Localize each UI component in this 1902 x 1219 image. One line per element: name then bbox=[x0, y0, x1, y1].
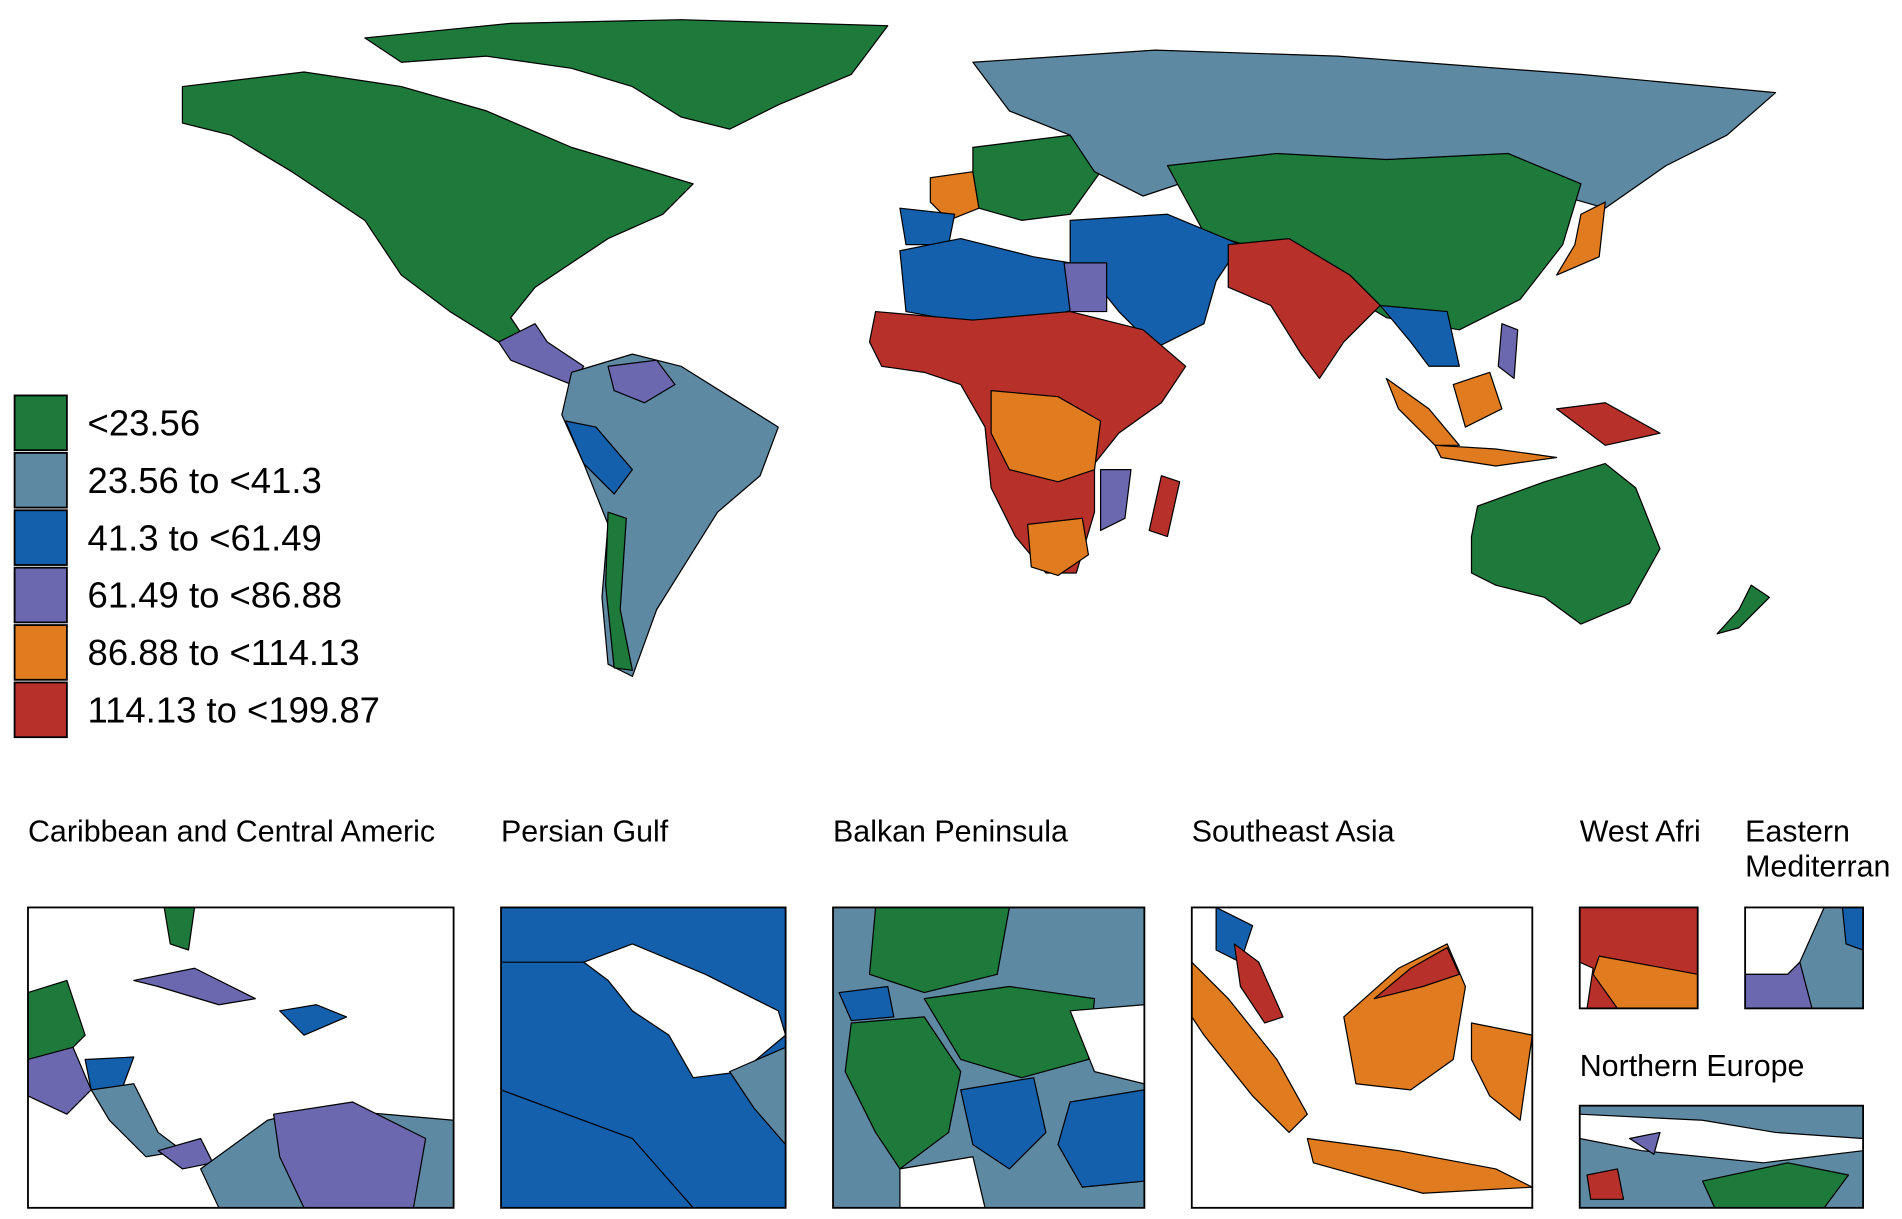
region bbox=[1628, 1131, 1661, 1155]
inset-frame bbox=[1578, 906, 1699, 1010]
legend-swatch bbox=[13, 509, 68, 566]
region bbox=[960, 1077, 1047, 1170]
inset-title: Northern Europe bbox=[1580, 1049, 1805, 1083]
region bbox=[1701, 1162, 1850, 1208]
north-africa bbox=[899, 237, 1090, 325]
legend-label: <23.56 bbox=[88, 403, 201, 444]
region bbox=[1306, 1137, 1533, 1194]
greenland bbox=[364, 19, 889, 130]
legend-swatch bbox=[13, 394, 68, 452]
inset-title: Caribbean and Central Americ bbox=[28, 814, 435, 848]
region bbox=[1057, 1089, 1145, 1188]
inset-frame bbox=[1190, 906, 1534, 1209]
inset-frame bbox=[1578, 1104, 1864, 1209]
india bbox=[1227, 237, 1381, 380]
legend-swatch bbox=[13, 624, 68, 681]
south-africa bbox=[1027, 517, 1090, 577]
borneo bbox=[1452, 371, 1503, 428]
inset-frame bbox=[832, 906, 1146, 1209]
region bbox=[273, 1101, 427, 1208]
legend-label: 86.88 to <114.13 bbox=[88, 632, 360, 673]
region bbox=[923, 985, 1096, 1079]
southeast-asia bbox=[1379, 304, 1460, 367]
france bbox=[929, 171, 980, 221]
inset-title: Eastern bbox=[1745, 814, 1850, 848]
inset-title: Mediterran bbox=[1745, 850, 1890, 884]
region bbox=[1470, 1022, 1533, 1121]
inset-balkan bbox=[833, 907, 1145, 1208]
indonesia-west bbox=[1385, 377, 1460, 446]
region bbox=[1586, 1168, 1625, 1200]
region bbox=[1745, 961, 1813, 1009]
region bbox=[1233, 943, 1284, 1024]
region bbox=[1841, 907, 1864, 951]
inset-title: Persian Gulf bbox=[501, 814, 669, 848]
indonesia-east bbox=[1434, 444, 1558, 467]
madagascar bbox=[1148, 475, 1181, 538]
region bbox=[844, 1016, 962, 1170]
legend-label: 23.56 to <41.3 bbox=[88, 460, 322, 501]
region bbox=[1191, 961, 1308, 1134]
egypt bbox=[1063, 262, 1108, 313]
region bbox=[163, 907, 196, 951]
australia bbox=[1470, 462, 1661, 625]
japan bbox=[1556, 201, 1606, 276]
philippines bbox=[1497, 323, 1519, 380]
inset-frame bbox=[27, 906, 455, 1209]
inset-southeast-asia bbox=[1191, 907, 1533, 1208]
inset-title: Balkan Peninsula bbox=[833, 814, 1068, 848]
inset-eastern-mediterranean bbox=[1745, 907, 1864, 1009]
region bbox=[1373, 946, 1460, 1000]
legend-swatch bbox=[13, 681, 68, 739]
inset-title: Southeast Asia bbox=[1192, 814, 1395, 848]
legend-label: 61.49 to <86.88 bbox=[88, 575, 343, 616]
peru bbox=[564, 420, 633, 495]
inset-persian-gulf bbox=[501, 907, 786, 1208]
south-america bbox=[561, 353, 779, 677]
inset-northern-europe bbox=[1579, 1105, 1864, 1208]
inset-caribbean bbox=[27, 907, 454, 1208]
iberia bbox=[899, 207, 956, 246]
legend-swatch bbox=[13, 566, 68, 624]
venezuela bbox=[607, 359, 676, 404]
inset-frame bbox=[500, 906, 787, 1209]
region bbox=[729, 1046, 786, 1146]
world-map bbox=[181, 19, 1777, 677]
new-zealand bbox=[1716, 584, 1771, 635]
region bbox=[1592, 955, 1698, 1009]
legend-swatch bbox=[13, 451, 68, 509]
legend: <23.56 23.56 to <41.3 41.3 to <61.49 61.49 … bbox=[13, 394, 380, 739]
new-guinea bbox=[1556, 402, 1661, 446]
region bbox=[27, 1046, 92, 1115]
north-america bbox=[181, 71, 694, 343]
region bbox=[838, 985, 895, 1022]
mozambique bbox=[1099, 469, 1132, 532]
legend-label: 41.3 to <61.49 bbox=[88, 517, 322, 558]
inset-title: West Afri bbox=[1580, 814, 1701, 848]
region bbox=[868, 907, 1010, 994]
inset-west-africa bbox=[1579, 907, 1698, 1009]
central-africa bbox=[990, 389, 1102, 483]
region bbox=[133, 967, 256, 1006]
chile bbox=[605, 511, 633, 671]
legend-label: 114.13 to <199.87 bbox=[88, 690, 380, 731]
inset-frame bbox=[1744, 906, 1864, 1010]
region bbox=[279, 1004, 348, 1036]
